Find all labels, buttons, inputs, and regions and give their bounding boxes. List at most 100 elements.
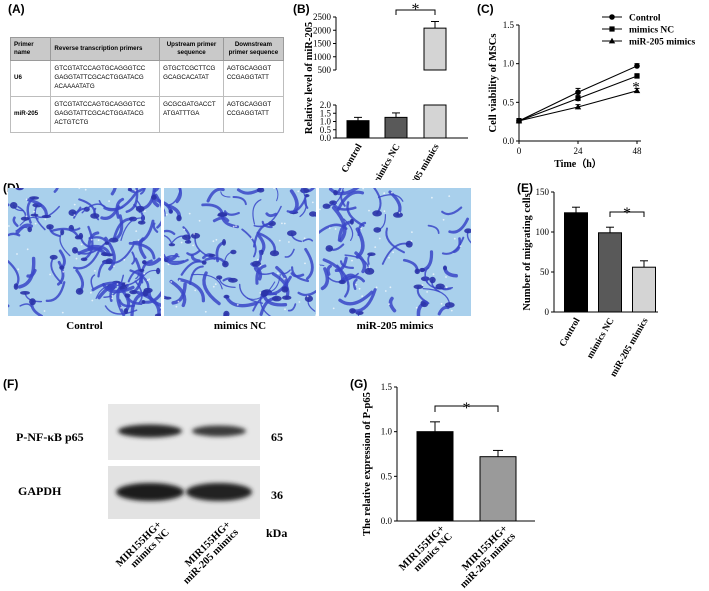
data-point [575, 89, 581, 96]
stained-cell [334, 256, 348, 273]
cell-nucleus [168, 243, 176, 247]
cell-nucleus [168, 209, 173, 214]
cell-nucleus [104, 241, 110, 245]
membrane-pore [236, 303, 239, 306]
cell-nucleus [281, 286, 289, 293]
cell-nucleus [164, 296, 172, 300]
membrane-pore [212, 240, 215, 243]
stained-cell [320, 267, 330, 291]
stained-cell [154, 193, 161, 229]
stained-cell [27, 198, 48, 219]
downstream-primer: AGTGCAGGGT CCGAGGTATT [222, 60, 285, 98]
stained-cell [212, 216, 230, 223]
y-axis-title: Number of migrating cells [522, 193, 533, 310]
legend-marker [608, 37, 616, 44]
membrane-pore [84, 188, 87, 191]
cell-nucleus [151, 194, 157, 200]
y-tick-label: 1500 [313, 39, 332, 49]
membrane-pore [304, 262, 306, 265]
cell-nucleus [435, 283, 445, 290]
panel-label-g: (G) [350, 377, 368, 391]
cell-nucleus [333, 190, 338, 196]
membrane-pore [388, 256, 390, 259]
cell-nucleus [282, 295, 292, 300]
cell-nucleus [123, 308, 129, 315]
membrane-pore [374, 246, 377, 248]
cell-nucleus [29, 196, 40, 200]
y-tick-label: 1.0 [320, 117, 332, 127]
y-tick-label: 2.0 [320, 100, 332, 110]
y-tick-label: 0.5 [503, 97, 515, 107]
bar [423, 104, 447, 139]
panel-label-f: (F) [3, 377, 19, 391]
x-tick-label: MIR155HG+mimics NC [397, 523, 455, 574]
membrane-pore [232, 225, 235, 228]
stained-cell [299, 188, 307, 218]
membrane-pore [180, 241, 183, 244]
membrane-pore [111, 297, 114, 300]
cell-nucleus [443, 265, 447, 271]
membrane-pore [33, 210, 36, 213]
y-tick-label: 1.5 [381, 382, 393, 392]
membrane-pore [358, 287, 361, 290]
stained-cell [238, 283, 264, 304]
y-tick-label: 1.5 [320, 108, 332, 118]
cell-nucleus [309, 211, 316, 217]
cell-nucleus [15, 188, 24, 191]
cell-nucleus [142, 260, 147, 265]
cell-nucleus [251, 260, 262, 267]
membrane-pore [193, 233, 195, 235]
cell-nucleus [13, 283, 19, 290]
membrane-pore [440, 302, 443, 305]
cell-nucleus [105, 253, 114, 257]
membrane-pore [17, 268, 20, 271]
membrane-pore [165, 213, 168, 216]
cell-nucleus [75, 288, 84, 295]
stained-cell [164, 255, 180, 260]
stained-cell [286, 199, 306, 213]
stained-cell [73, 247, 102, 270]
cell-nucleus [190, 232, 201, 239]
cell-nucleus [182, 234, 191, 241]
membrane-pore [398, 211, 401, 214]
x-axis-title: Time（h） [554, 157, 602, 170]
membrane-pore [159, 256, 161, 259]
cell-nucleus [201, 260, 207, 265]
stained-cell [50, 227, 80, 239]
cell-nucleus [139, 268, 145, 272]
membrane-pore [183, 228, 186, 231]
membrane-pore [198, 219, 201, 222]
cell-nucleus [154, 313, 161, 316]
membrane-pore [214, 283, 217, 285]
stained-cell [134, 280, 143, 304]
legend-label: Control [629, 14, 661, 24]
cell-nucleus [20, 291, 30, 295]
membrane-pore [281, 222, 283, 225]
cell-nucleus [127, 188, 132, 192]
stained-cell [15, 223, 33, 235]
membrane-pore [8, 225, 10, 227]
chart-g-p65-expression: 0.0 0.5 1.0 1.5 The relative expression of P… [362, 382, 535, 591]
micrograph-caption: Control [66, 320, 103, 332]
membrane-pore [283, 222, 286, 225]
y-tick-label: 50 [540, 267, 550, 277]
membrane-pore [431, 196, 433, 199]
stained-cell [206, 188, 225, 203]
membrane-pore [375, 286, 378, 289]
micrograph-mir205-mimics [319, 188, 471, 316]
cell-nucleus [222, 260, 229, 268]
cell-nucleus [137, 220, 146, 225]
y-tick-label: 150 [536, 187, 550, 197]
stained-cell [326, 264, 332, 276]
y-tick-label: 100 [536, 227, 550, 237]
stained-cell [19, 216, 39, 226]
stained-cell [17, 256, 36, 289]
membrane-pore [146, 279, 149, 282]
x-tick-label: 0 [517, 146, 522, 156]
membrane-pore [25, 215, 28, 218]
stained-cell [8, 232, 21, 237]
primer-table: Primer name Reverse transcription primer… [9, 36, 285, 134]
cell-nucleus [135, 205, 145, 213]
legend-marker [609, 14, 615, 20]
cell-nucleus [304, 295, 313, 302]
